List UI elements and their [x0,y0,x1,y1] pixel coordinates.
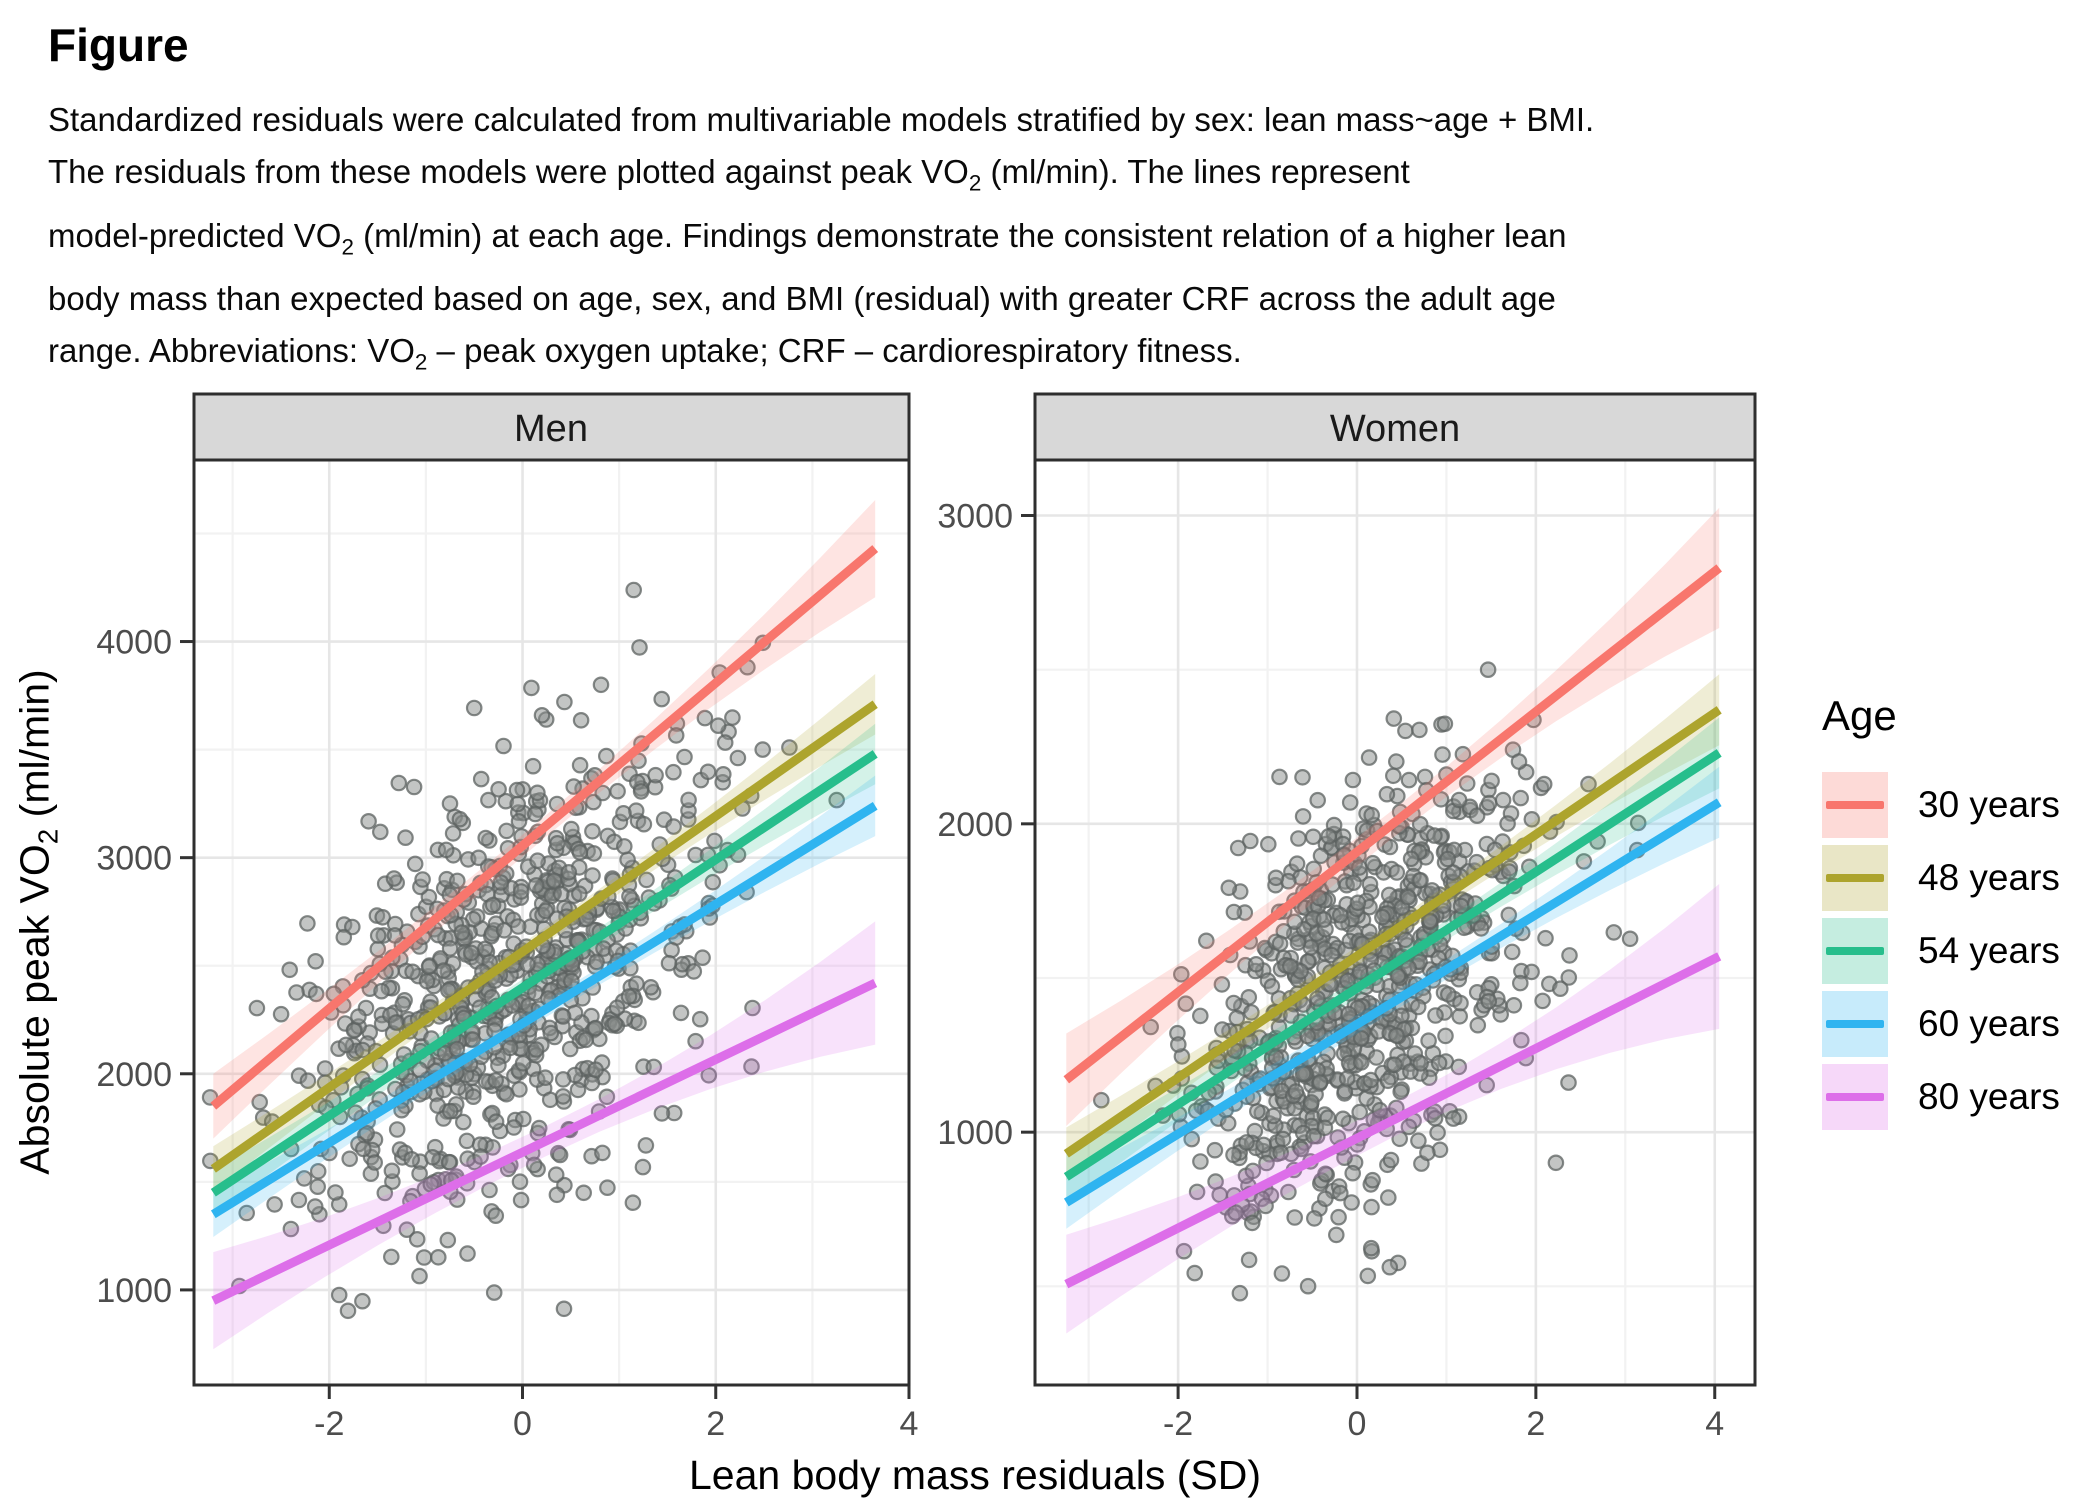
legend-entry-60-years: 60 years [1822,987,2060,1060]
caption-line: The residuals from these models were plo… [48,153,1410,196]
legend-key-swatch [1822,1063,1888,1130]
y-tick-label: 1000 [96,1272,172,1310]
legend-entries: 30 years 48 years 54 years 60 years 80 years [1822,768,2060,1133]
scatter-points [201,581,845,1320]
legend-entry-54-years: 54 years [1822,914,2060,987]
legend-entry-label: 60 years [1918,1002,2060,1044]
panel-strip [1033,392,1757,462]
legend-entry-48-years: 48 years [1822,841,2060,914]
regression-line-54-years [210,750,878,1197]
x-tick-label: 0 [1348,1405,1367,1443]
legend-entry-label: 80 years [1918,1075,2060,1117]
x-tick-label: 4 [1705,1405,1724,1443]
regression-line-60-years [210,801,878,1219]
regression-line-60-years [1063,798,1722,1207]
x-tick-label: 2 [706,1405,725,1443]
axis-tick-labels: -2 0 2 4 1000 2000 3000 4000 [96,624,918,1443]
figure-caption: Standardized residuals were calculated f… [48,94,1594,389]
confidence-ribbon-30-years [213,500,876,1139]
x-tick-label: -2 [1163,1405,1193,1443]
legend-entry-label: 30 years [1918,783,2060,825]
axis-ticks [180,640,911,1399]
legend-key-line [1826,1019,1884,1028]
x-tick-label: 4 [900,1405,919,1443]
legend-entry-80-years: 80 years [1822,1060,2060,1133]
legend-key-swatch [1822,771,1888,838]
legend: Age 30 years 48 years 54 years 60 years 80 y… [1822,692,2060,1133]
legend-key-line [1826,873,1884,882]
chart-panels: -2 0 2 4 1000 2000 3000 4000 -2 0 2 4 1000 2000 3000 [96,392,1757,1444]
legend-entry-label: 54 years [1918,929,2060,971]
y-tick-label: 3000 [937,498,1013,536]
legend-key-swatch [1822,844,1888,911]
caption-line: model-predicted VO2 (ml/min) at each age… [48,216,1567,260]
regression-line-30-years [1063,564,1722,1084]
axis-tick-labels: -2 0 2 4 1000 2000 3000 [937,498,1724,1444]
y-tick-label: 2000 [937,806,1013,844]
regression-line-48-years [1063,706,1722,1158]
panel-women: -2 0 2 4 1000 2000 3000 [937,392,1757,1444]
regression-line-80-years [211,978,878,1305]
confidence-ribbon-80-years [213,921,876,1350]
axis-ticks [1021,514,1717,1399]
x-tick-label: 2 [1526,1405,1545,1443]
panel-men: -2 0 2 4 1000 2000 3000 4000 [96,392,918,1443]
x-tick-label: -2 [314,1405,344,1443]
panel-strip [192,392,911,462]
figure-title: Figure [48,19,189,71]
y-tick-label: 3000 [96,840,172,878]
legend-key-line [1826,946,1884,955]
legend-key-line [1826,1092,1884,1101]
y-tick-label: 4000 [96,624,172,662]
regression-line-48-years [210,700,878,1173]
y-tick-label: 1000 [937,1114,1013,1152]
regression-line-80-years [1064,952,1722,1289]
caption-line: Standardized residuals were calculated f… [48,101,1595,138]
x-tick-label: 0 [513,1405,532,1443]
legend-entry-label: 48 years [1918,856,2060,898]
regression-line-54-years [1063,749,1722,1181]
x-axis-title: Lean body mass residuals (SD) [689,1452,1261,1498]
legend-key-swatch [1822,917,1888,984]
legend-key-line [1826,800,1884,809]
panel-strip-label-women: Women [1330,408,1460,450]
panel-strip-label-men: Men [514,408,588,450]
caption-line: range. Abbreviations: VO2 – peak oxygen … [48,332,1242,375]
y-tick-label: 2000 [96,1056,172,1094]
y-axis-title: Absolute peak VO2 (ml/min) [11,669,64,1175]
confidence-ribbon-80-years [1066,884,1720,1334]
caption-line: body mass than expected based on age, se… [48,280,1556,318]
legend-title: Age [1822,692,1897,739]
confidence-ribbon-30-years [1066,507,1720,1126]
legend-key-swatch [1822,990,1888,1057]
legend-entry-30-years: 30 years [1822,768,2060,841]
regression-line-30-years [210,545,879,1110]
